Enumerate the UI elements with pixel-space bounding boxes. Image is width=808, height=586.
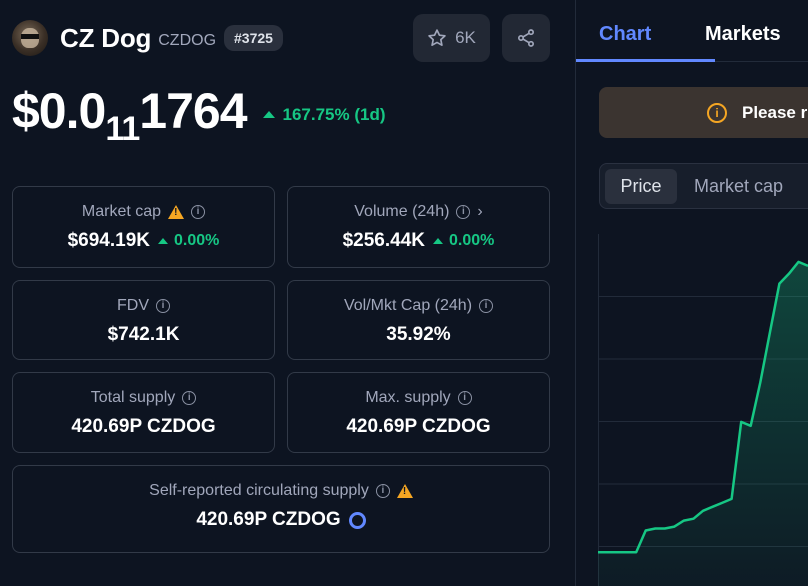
notice-text: Please r [742,102,808,122]
coin-header: CZ Dog CZDOG #3725 6K [12,14,550,62]
star-icon [427,28,447,48]
tab-markets[interactable]: Markets [705,23,781,45]
caret-up-icon [262,111,275,118]
max-supply-label: Max. supply [365,389,451,406]
volume-value: $256.44K [342,230,426,251]
info-icon[interactable]: i [456,205,471,219]
price-significant: 1764 [139,83,247,139]
active-tab-indicator [576,59,715,62]
circulating-supply-value: 420.69P CZDOG [196,509,341,530]
market-cap-change: 0.00% [158,232,219,250]
price-chart[interactable] [598,234,808,586]
vol-mkt-cap-value: 35.92% [386,324,451,345]
tab-chart[interactable]: Chart [599,23,652,45]
toggle-market-cap[interactable]: Market cap [694,176,784,196]
max-supply-value: 420.69P CZDOG [346,416,491,437]
info-icon[interactable]: i [156,299,170,313]
volume-change: 0.00% [433,232,494,250]
price-area [598,261,808,586]
info-icon[interactable]: i [375,484,390,498]
price-line [598,260,808,554]
total-supply-label: Total supply [90,389,176,406]
max-supply-card: Max. supply i 420.69P CZDOG [287,372,550,453]
warning-icon[interactable] [396,484,413,498]
coin-symbol: CZDOG [158,32,217,49]
chart-tabs: Chart Markets [576,0,808,62]
caret-up-icon [433,238,444,244]
info-icon[interactable]: i [479,299,494,313]
total-supply-value: 420.69P CZDOG [71,416,216,437]
watchlist-button[interactable]: 6K [413,14,490,62]
price-change-value: 167.75% (1d) [282,104,386,124]
market-cap-card: Market cap i $694.19K 0.00% [12,186,275,268]
market-cap-value: $694.19K [67,230,151,251]
share-button[interactable] [502,14,550,62]
info-icon[interactable]: i [191,205,206,219]
price-zero-count: 11 [105,110,140,148]
fdv-card: FDV i $742.1K [12,280,275,360]
info-icon: i [707,102,727,123]
volume-change-value: 0.00% [449,232,495,249]
volume-card[interactable]: Volume (24h) i › $256.44K 0.00% [287,186,550,268]
vol-mkt-cap-card: Vol/Mkt Cap (24h) i 35.92% [287,280,550,360]
share-icon [516,28,536,48]
rank-badge: #3725 [224,25,283,51]
notice-banner: i Please r [599,87,808,138]
price-prefix: $0.0 [12,83,106,139]
coin-logo [12,20,48,56]
progress-ring-icon [348,511,366,529]
fdv-value: $742.1K [107,324,180,345]
watchlist-count: 6K [455,28,476,47]
vol-mkt-cap-label: Vol/Mkt Cap (24h) [343,297,473,314]
chart-panel: Chart Markets i Please r Price Market ca… [576,0,808,586]
volume-label: Volume (24h) [354,203,450,220]
circulating-supply-card: Self-reported circulating supply i 420.69… [12,465,550,553]
coin-overview-panel: CZ Dog CZDOG #3725 6K $0.0111764 167.75%… [0,0,575,586]
warning-icon[interactable] [168,205,185,219]
market-cap-change-value: 0.00% [174,232,220,249]
chart-type-toggle: Price Market cap [599,163,808,209]
circulating-supply-label: Self-reported circulating supply [149,482,369,499]
chevron-right-icon: › [477,203,483,220]
fdv-label: FDV [117,297,149,314]
total-supply-card: Total supply i 420.69P CZDOG [12,372,275,453]
market-cap-label: Market cap [81,203,162,220]
price-change: 167.75% (1d) [262,104,386,125]
toggle-price[interactable]: Price [605,169,677,204]
price-row: $0.0111764 167.75% (1d) [12,82,386,149]
info-icon[interactable]: i [182,391,197,405]
caret-up-icon [158,238,169,244]
info-icon[interactable]: i [457,391,472,405]
panel-divider [575,0,576,586]
coin-name: CZ Dog [60,22,152,53]
current-price: $0.0111764 [12,82,248,149]
